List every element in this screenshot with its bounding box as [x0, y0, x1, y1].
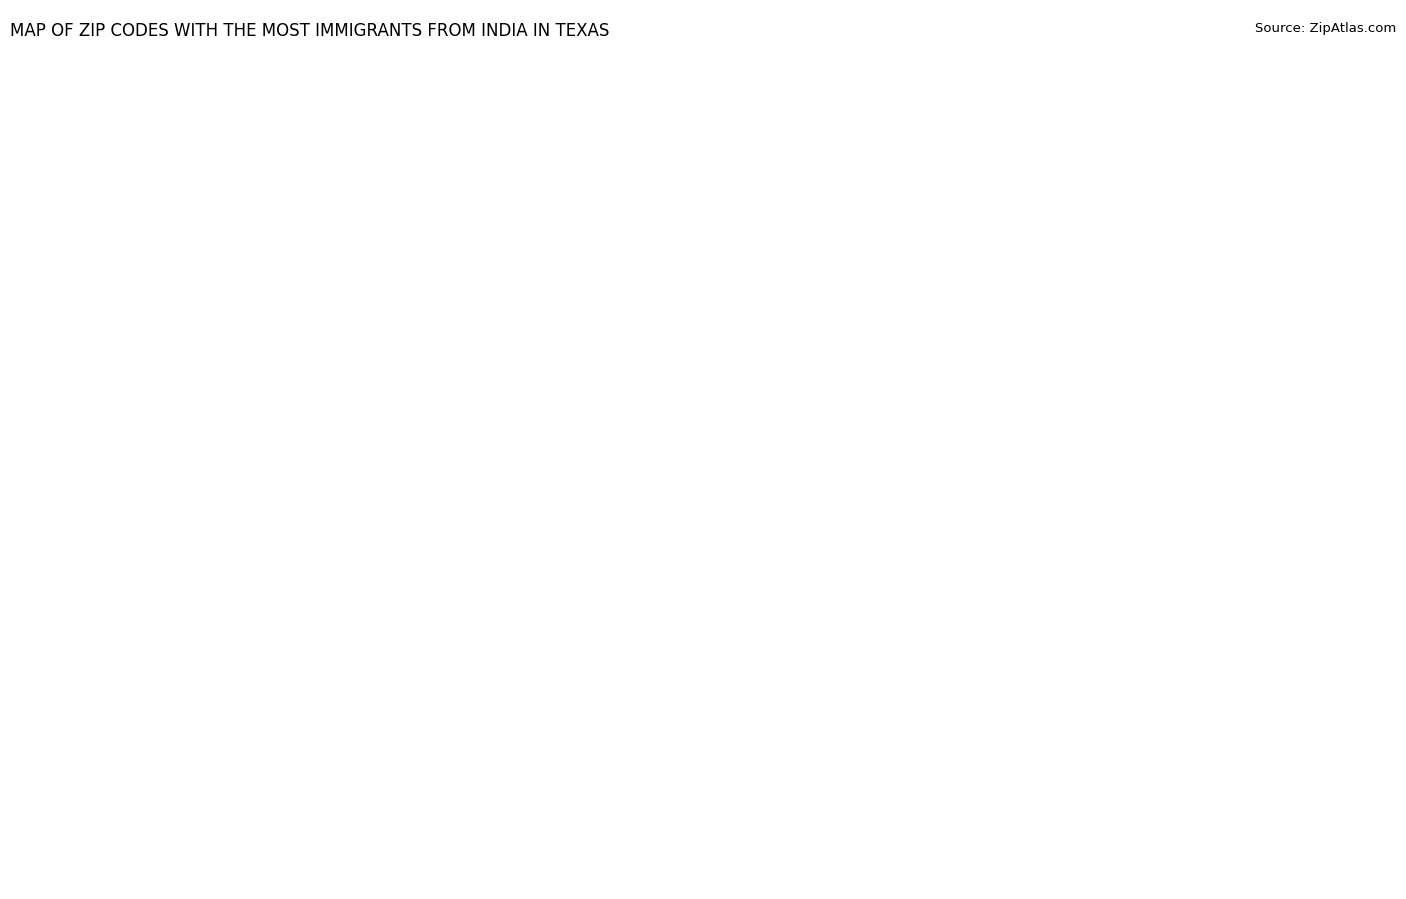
Text: Source: ZipAtlas.com: Source: ZipAtlas.com	[1256, 22, 1396, 35]
Text: MAP OF ZIP CODES WITH THE MOST IMMIGRANTS FROM INDIA IN TEXAS: MAP OF ZIP CODES WITH THE MOST IMMIGRANT…	[10, 22, 609, 40]
